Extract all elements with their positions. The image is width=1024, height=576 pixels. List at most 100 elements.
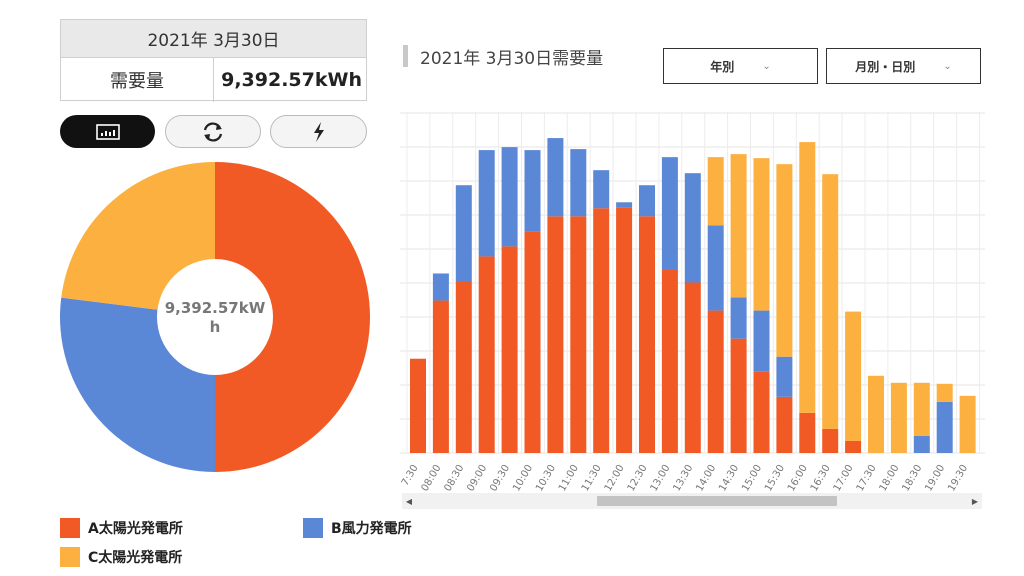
x-tick-label: 14:30 (717, 463, 741, 492)
legend-item-c: C太陽光発電所 (60, 547, 182, 567)
bar-segment (822, 428, 839, 453)
bar-segment (959, 395, 976, 453)
bar-segment (707, 157, 724, 226)
x-tick-label: 15:00 (740, 463, 764, 492)
refresh-icon (203, 121, 223, 142)
chevron-down-icon: ⌄ (762, 60, 771, 72)
bar-segment (524, 150, 541, 232)
bar-segment (593, 208, 610, 453)
bar-segment (799, 142, 816, 413)
scroll-left-icon[interactable]: ◀ (405, 496, 413, 506)
legend-label: A太陽光発電所 (88, 521, 183, 537)
bar-segment (730, 338, 747, 453)
bar-segment (684, 282, 701, 453)
bar-segment (455, 281, 472, 453)
bar-segment (661, 269, 678, 453)
bolt-button[interactable] (270, 115, 367, 148)
bar-segment (822, 174, 839, 429)
bar-segment (639, 185, 655, 217)
bar-segment (616, 202, 633, 208)
summary-label: 需要量 (61, 58, 214, 102)
bar-segment (455, 185, 472, 282)
donut-chart: 9,392.57kW h (60, 162, 370, 472)
bar-segment (753, 371, 770, 453)
bar-segment (616, 207, 633, 453)
bar-segment (639, 216, 655, 453)
bar-segment (753, 310, 770, 372)
x-tick-label: 16:00 (786, 463, 810, 492)
bar-segment (684, 173, 701, 283)
bar-segment (432, 273, 449, 301)
bar-segment (707, 310, 724, 453)
bar-segment (410, 358, 426, 453)
bar-segment (936, 401, 953, 453)
summary-row: 需要量 9,392.57kWh (61, 58, 366, 102)
x-tick-label: 10:30 (534, 463, 558, 492)
bar-segment (776, 356, 793, 397)
chevron-down-icon: ⌄ (943, 60, 952, 72)
x-tick-label: 12:00 (603, 463, 627, 492)
x-tick-label: 19:30 (946, 463, 970, 492)
title-accent-bar (403, 45, 408, 67)
x-tick-label: 15:30 (763, 463, 787, 492)
stacked-bar-chart: 7:3008:0008:3009:0009:3010:0010:3011:001… (400, 112, 985, 492)
bar-segment (890, 382, 907, 453)
legend-label: C太陽光発電所 (88, 550, 183, 566)
bar-segment (730, 154, 747, 298)
bar-segment (547, 138, 564, 217)
bar-segment (661, 157, 678, 270)
legend-swatch (60, 547, 80, 567)
year-select[interactable]: 年別 ⌄ (663, 48, 818, 84)
x-tick-label: 17:00 (832, 463, 856, 492)
x-tick-label: 12:30 (626, 463, 650, 492)
bar-segment (570, 149, 587, 217)
bar-segment (845, 440, 862, 453)
bar-segment (707, 225, 724, 311)
chart-scrollbar[interactable]: ◀ ▶ (402, 493, 982, 509)
x-tick-label: 08:00 (420, 463, 444, 492)
x-tick-label: 14:00 (694, 463, 718, 492)
summary-value: 9,392.57kWh (221, 69, 362, 91)
bar-segment (501, 246, 518, 453)
bar-segment (936, 383, 953, 402)
legend-label: B風力発電所 (331, 521, 412, 537)
refresh-button[interactable] (165, 115, 261, 148)
bar-segment (753, 158, 770, 311)
legend-item-a: A太陽光発電所 (60, 518, 183, 538)
bar-segment (845, 311, 862, 441)
legend-swatch (303, 518, 323, 538)
donut-center-label: 9,392.57kW (165, 299, 266, 317)
bar-segment (799, 412, 816, 453)
x-tick-label: 18:30 (900, 463, 924, 492)
x-tick-label: 17:30 (855, 463, 879, 492)
scroll-thumb[interactable] (597, 496, 837, 506)
bar-segment (524, 231, 541, 453)
x-tick-label: 09:00 (465, 463, 489, 492)
donut-center-label-wrap: h (210, 318, 221, 336)
chart-title: 2021年 3月30日需要量 (420, 49, 604, 69)
period-select-label: 月別・日別 (855, 59, 916, 74)
donut-slice (215, 162, 370, 472)
legend-item-b: B風力発電所 (303, 518, 412, 538)
period-select[interactable]: 月別・日別 ⌄ (826, 48, 981, 84)
table-view-button[interactable] (60, 115, 155, 148)
bar-segment (776, 164, 793, 357)
x-tick-label: 13:30 (671, 463, 695, 492)
bar-segment (730, 297, 747, 339)
bar-segment (776, 396, 793, 453)
year-select-label: 年別 (710, 59, 735, 74)
scroll-right-icon[interactable]: ▶ (971, 496, 979, 506)
donut-hole (157, 259, 273, 375)
x-tick-label: 7:30 (400, 463, 421, 488)
x-tick-label: 11:30 (580, 463, 604, 492)
summary-box: 2021年 3月30日 需要量 9,392.57kWh (60, 19, 367, 102)
bar-segment (913, 435, 930, 453)
x-tick-label: 10:00 (511, 463, 535, 492)
bar-segment (432, 300, 449, 453)
bolt-icon (313, 121, 324, 142)
x-tick-label: 19:00 (923, 463, 947, 492)
bar-segment (868, 375, 884, 453)
bar-segment (501, 147, 518, 247)
x-tick-label: 18:00 (878, 463, 902, 492)
x-tick-label: 08:30 (442, 463, 466, 492)
